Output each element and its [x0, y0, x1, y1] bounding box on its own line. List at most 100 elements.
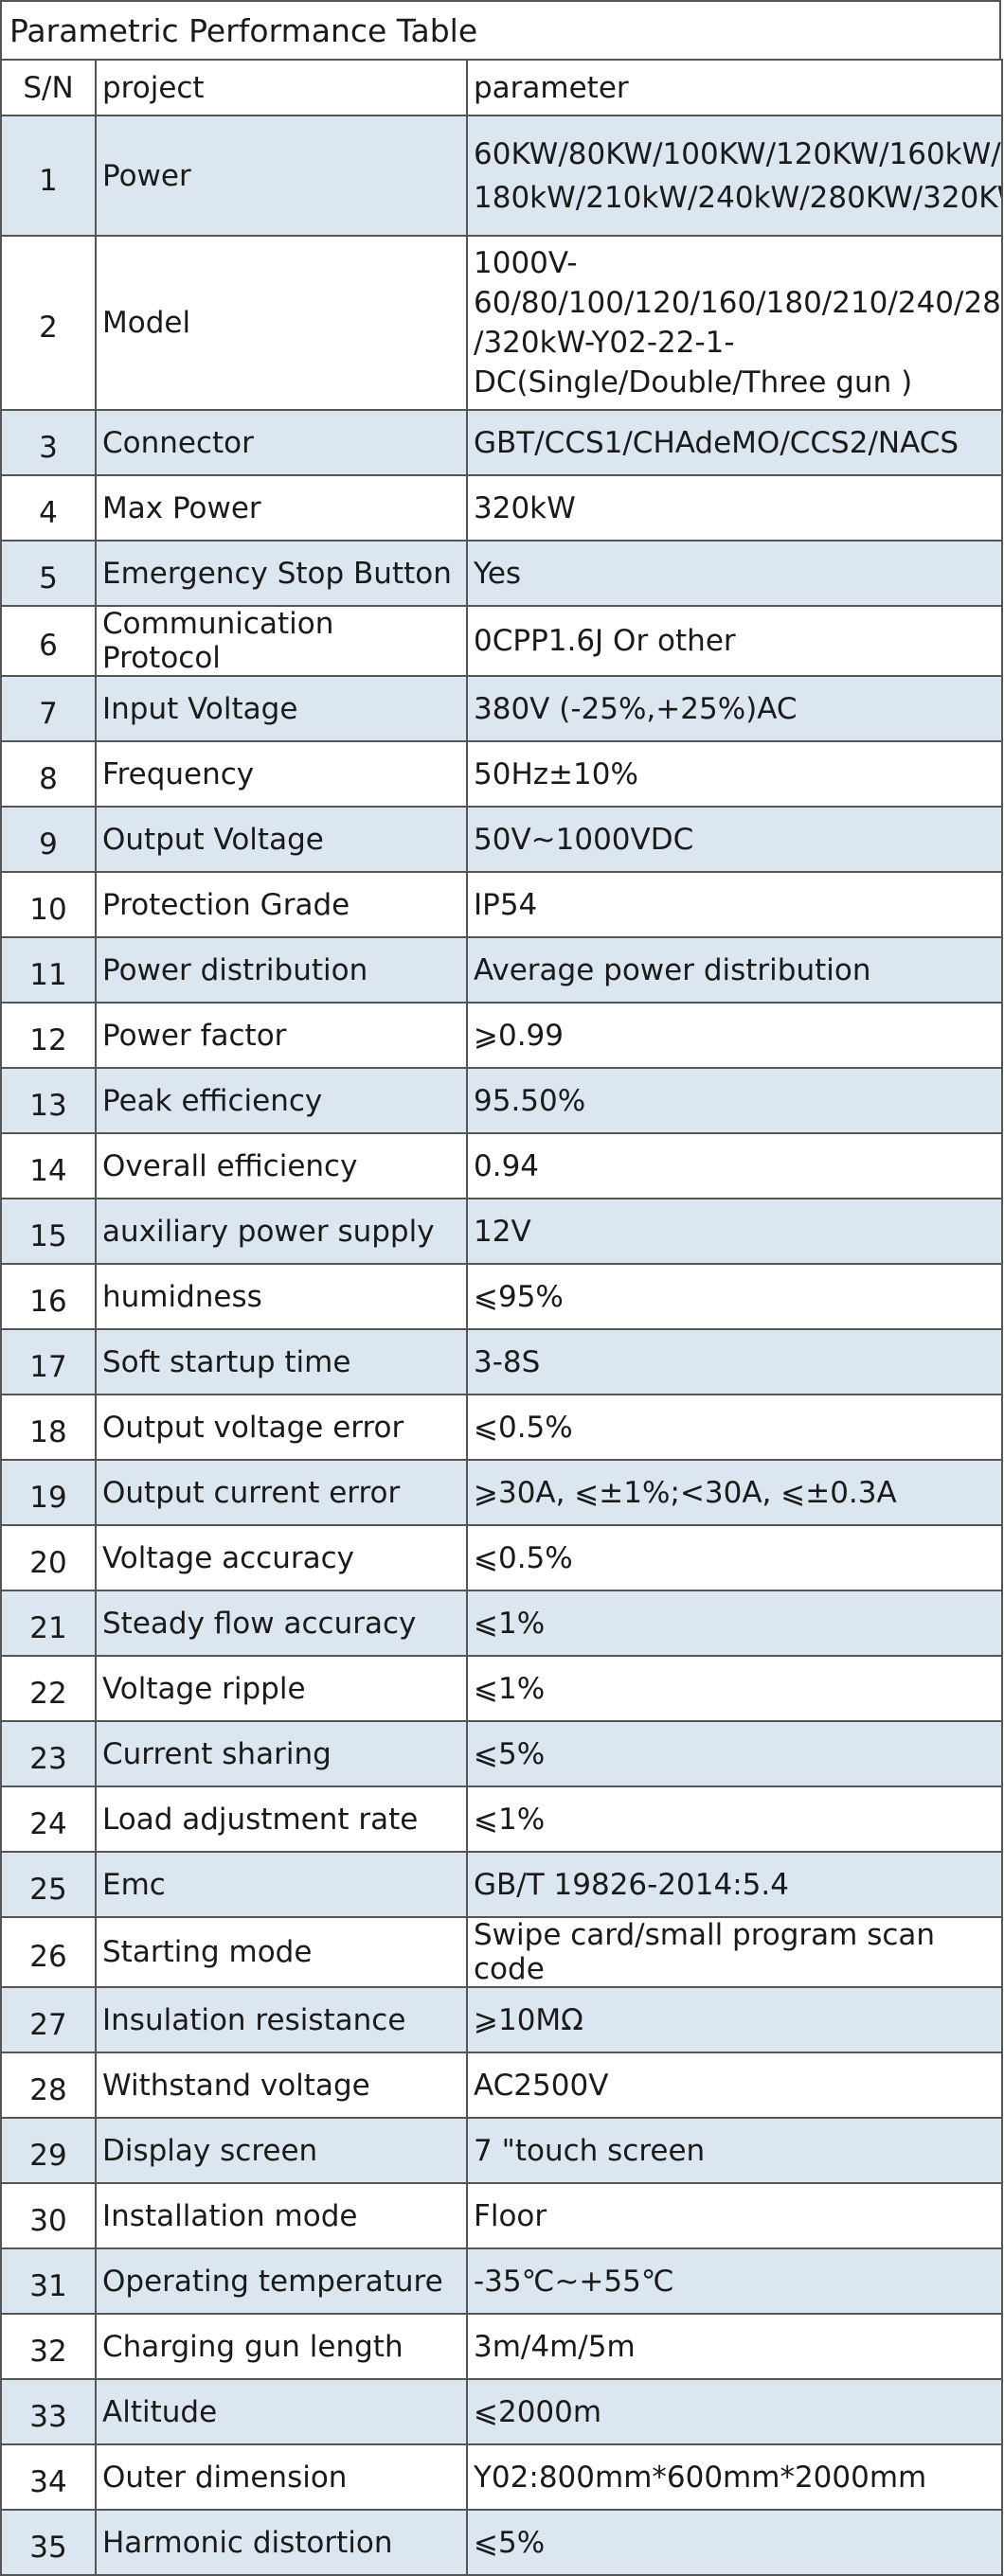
- parameter-cell: 1000V- 60/80/100/120/160/180/210/240/280…: [466, 235, 1003, 411]
- parameter-cell: 380V (-25%,+25%)AC: [466, 675, 1003, 742]
- sn-cell: 21: [0, 1590, 97, 1657]
- parameter-cell: ⩾30A, ⩽±1%;<30A, ⩽±0.3A: [466, 1459, 1003, 1526]
- table-row: 2 Model 1000V- 60/80/100/120/160/180/210/2…: [0, 235, 1003, 411]
- parameter-cell: 0CPP1.6J Or other: [466, 605, 1003, 677]
- parameter-cell: 50V~1000VDC: [466, 806, 1003, 873]
- parameter-cell: ⩽0.5%: [466, 1394, 1003, 1461]
- header-row: S/N project parameter: [0, 59, 1003, 116]
- project-cell: Power: [95, 115, 468, 237]
- parameter-cell: Y02:800mm*600mm*2000mm: [466, 2443, 1003, 2511]
- table-row: 14 Overall efficiency 0.94: [0, 1132, 1003, 1199]
- table-row: 26 Starting mode Swipe card/small program …: [0, 1916, 1003, 1988]
- parameter-cell: ⩾0.99: [466, 1002, 1003, 1069]
- table-row: 32 Charging gun length 3m/4m/5m: [0, 2313, 1003, 2380]
- sn-cell: 16: [0, 1263, 97, 1330]
- table-row: 34 Outer dimension Y02:800mm*600mm*2000mm: [0, 2443, 1003, 2511]
- table-row: 6 Communication Protocol 0CPP1.6J Or other: [0, 605, 1003, 677]
- parameter-cell: IP54: [466, 871, 1003, 938]
- project-cell: Charging gun length: [95, 2313, 468, 2380]
- table-row: 25 Emc GB/T 19826-2014:5.4: [0, 1851, 1003, 1918]
- table-row: 17 Soft startup time 3-8S: [0, 1328, 1003, 1395]
- table-row: 19 Output current error ⩾30A, ⩽±1%;<30A, ⩽…: [0, 1459, 1003, 1526]
- sn-cell: 7: [0, 675, 97, 742]
- project-cell: auxiliary power supply: [95, 1198, 468, 1265]
- sn-cell: 4: [0, 474, 97, 542]
- parameter-cell: ⩽2000m: [466, 2378, 1003, 2445]
- table-row: 15 auxiliary power supply 12V: [0, 1198, 1003, 1265]
- table-row: 21 Steady flow accuracy ⩽1%: [0, 1590, 1003, 1657]
- parameter-cell: 3-8S: [466, 1328, 1003, 1395]
- sn-cell: 10: [0, 871, 97, 938]
- parameter-cell: ⩽0.5%: [466, 1524, 1003, 1591]
- sn-cell: 35: [0, 2509, 97, 2576]
- project-cell: Frequency: [95, 740, 468, 808]
- sn-cell: 6: [0, 605, 97, 677]
- parameter-cell: ⩾10MΩ: [466, 1986, 1003, 2053]
- project-cell: Starting mode: [95, 1916, 468, 1988]
- project-cell: Voltage ripple: [95, 1655, 468, 1722]
- sn-cell: 9: [0, 806, 97, 873]
- table-row: 27 Insulation resistance ⩾10MΩ: [0, 1986, 1003, 2053]
- parametric-performance-table: S/N project parameter 1 Power 60KW/80KW/10…: [0, 59, 1003, 2576]
- project-cell: Altitude: [95, 2378, 468, 2445]
- table-row: 18 Output voltage error ⩽0.5%: [0, 1394, 1003, 1461]
- parameter-cell: Average power distribution: [466, 936, 1003, 1004]
- project-cell: Current sharing: [95, 1720, 468, 1787]
- table-row: 24 Load adjustment rate ⩽1%: [0, 1785, 1003, 1853]
- project-cell: Voltage accuracy: [95, 1524, 468, 1591]
- sn-cell: 2: [0, 235, 97, 411]
- table-title: Parametric Performance Table: [0, 0, 1001, 59]
- parameter-cell: ⩽1%: [466, 1655, 1003, 1722]
- table-row: 11 Power distribution Average power distri…: [0, 936, 1003, 1004]
- table-row: 16 humidness ⩽95%: [0, 1263, 1003, 1330]
- table-row: 4 Max Power 320kW: [0, 474, 1003, 542]
- header-sn: S/N: [0, 59, 97, 116]
- project-cell: Connector: [95, 409, 468, 476]
- sn-cell: 13: [0, 1067, 97, 1134]
- project-cell: Display screen: [95, 2117, 468, 2184]
- project-cell: Output Voltage: [95, 806, 468, 873]
- sn-cell: 20: [0, 1524, 97, 1591]
- parameter-cell: -35℃~+55℃: [466, 2247, 1003, 2315]
- table-row: 8 Frequency 50Hz±10%: [0, 740, 1003, 808]
- parameter-cell: 50Hz±10%: [466, 740, 1003, 808]
- table-row: 33 Altitude ⩽2000m: [0, 2378, 1003, 2445]
- project-cell: Communication Protocol: [95, 605, 468, 677]
- table-row: 20 Voltage accuracy ⩽0.5%: [0, 1524, 1003, 1591]
- project-cell: Output voltage error: [95, 1394, 468, 1461]
- sn-cell: 27: [0, 1986, 97, 2053]
- project-cell: Model: [95, 235, 468, 411]
- parameter-cell: Yes: [466, 540, 1003, 607]
- sn-cell: 11: [0, 936, 97, 1004]
- parameter-cell: Floor: [466, 2182, 1003, 2249]
- parameter-cell: 95.50%: [466, 1067, 1003, 1134]
- table-row: 23 Current sharing ⩽5%: [0, 1720, 1003, 1787]
- parameter-cell: ⩽95%: [466, 1263, 1003, 1330]
- table-row: 12 Power factor ⩾0.99: [0, 1002, 1003, 1069]
- header-project: project: [95, 59, 468, 116]
- project-cell: Output current error: [95, 1459, 468, 1526]
- table-row: 29 Display screen 7 "touch screen: [0, 2117, 1003, 2184]
- table-row: 31 Operating temperature -35℃~+55℃: [0, 2247, 1003, 2315]
- table-row: 7 Input Voltage 380V (-25%,+25%)AC: [0, 675, 1003, 742]
- table-row: 13 Peak efficiency 95.50%: [0, 1067, 1003, 1134]
- sn-cell: 25: [0, 1851, 97, 1918]
- sn-cell: 31: [0, 2247, 97, 2315]
- project-cell: Harmonic distortion: [95, 2509, 468, 2576]
- project-cell: Soft startup time: [95, 1328, 468, 1395]
- parameter-cell: 320kW: [466, 474, 1003, 542]
- project-cell: Operating temperature: [95, 2247, 468, 2315]
- parameter-cell: 12V: [466, 1198, 1003, 1265]
- parameter-cell: ⩽1%: [466, 1785, 1003, 1853]
- project-cell: humidness: [95, 1263, 468, 1330]
- sn-cell: 1: [0, 115, 97, 237]
- header-parameter: parameter: [466, 59, 1003, 116]
- sn-cell: 28: [0, 2052, 97, 2119]
- sn-cell: 12: [0, 1002, 97, 1069]
- sn-cell: 14: [0, 1132, 97, 1199]
- project-cell: Emergency Stop Button: [95, 540, 468, 607]
- parameter-cell: GB/T 19826-2014:5.4: [466, 1851, 1003, 1918]
- project-cell: Protection Grade: [95, 871, 468, 938]
- project-cell: Outer dimension: [95, 2443, 468, 2511]
- parameter-cell: ⩽5%: [466, 1720, 1003, 1787]
